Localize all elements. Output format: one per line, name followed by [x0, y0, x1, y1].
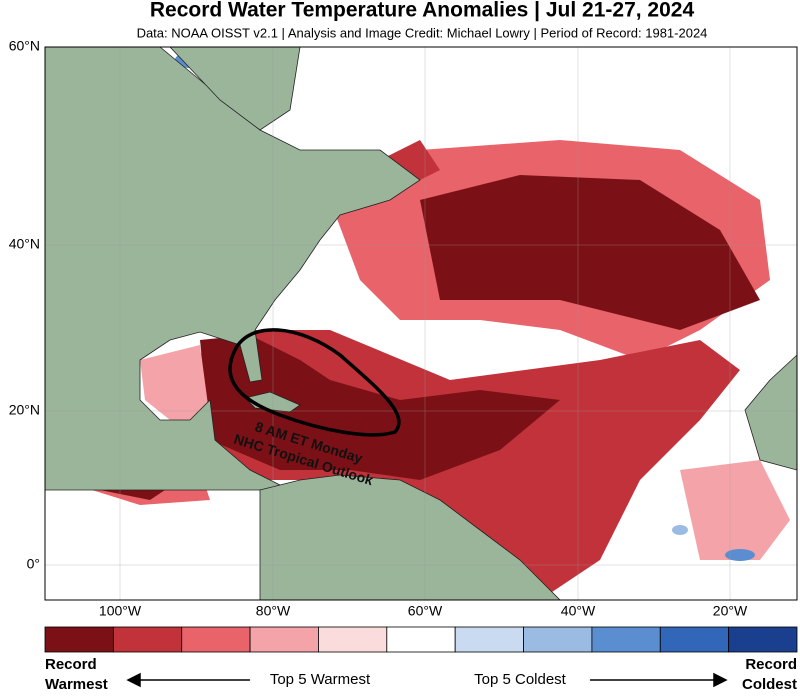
subtitle: Data: NOAA OISST v2.1 | Analysis and Ima… — [137, 25, 708, 40]
legend-arrows — [126, 672, 728, 688]
legend-right: Record — [745, 656, 797, 673]
legend-swatch — [249, 626, 319, 653]
legend-swatch — [181, 626, 251, 653]
title: Record Water Temperature Anomalies | Jul… — [150, 0, 695, 22]
lon-label: 60°W — [408, 603, 443, 619]
lon-label: 80°W — [256, 603, 291, 619]
legend-swatch — [318, 626, 388, 653]
graticule — [45, 47, 797, 600]
lon-label: 100°W — [99, 603, 142, 619]
legend-swatch — [728, 626, 798, 653]
lat-label: 20°N — [9, 402, 40, 418]
legend-swatch — [44, 626, 114, 653]
lon-label: 20°W — [713, 603, 748, 619]
legend-swatch — [112, 626, 183, 653]
land — [45, 47, 797, 600]
legend-cold: Top 5 Coldest — [474, 671, 567, 688]
legend-left: Record — [45, 656, 97, 673]
legend-swatch — [386, 626, 456, 653]
legend-swatch — [659, 626, 730, 653]
legend-right: Coldest — [742, 676, 797, 693]
legend-swatch — [454, 626, 524, 653]
map-frame — [44, 46, 798, 601]
legend-swatch — [591, 626, 661, 653]
lon-label: 40°W — [561, 603, 596, 619]
outlook-area — [228, 328, 401, 437]
lat-label: 40°N — [9, 236, 40, 252]
legend-warm: Top 5 Warmest — [270, 671, 371, 688]
lat-label: 60°N — [9, 38, 40, 54]
legend-left: Warmest — [45, 676, 108, 693]
map: 8 AM ET Monday NHC Tropical Outlook — [45, 47, 797, 600]
lat-label: 0° — [27, 556, 40, 572]
legend-swatch — [523, 626, 593, 653]
legend-labels: Record Warmest Top 5 Warmest Top 5 Colde… — [45, 656, 797, 693]
